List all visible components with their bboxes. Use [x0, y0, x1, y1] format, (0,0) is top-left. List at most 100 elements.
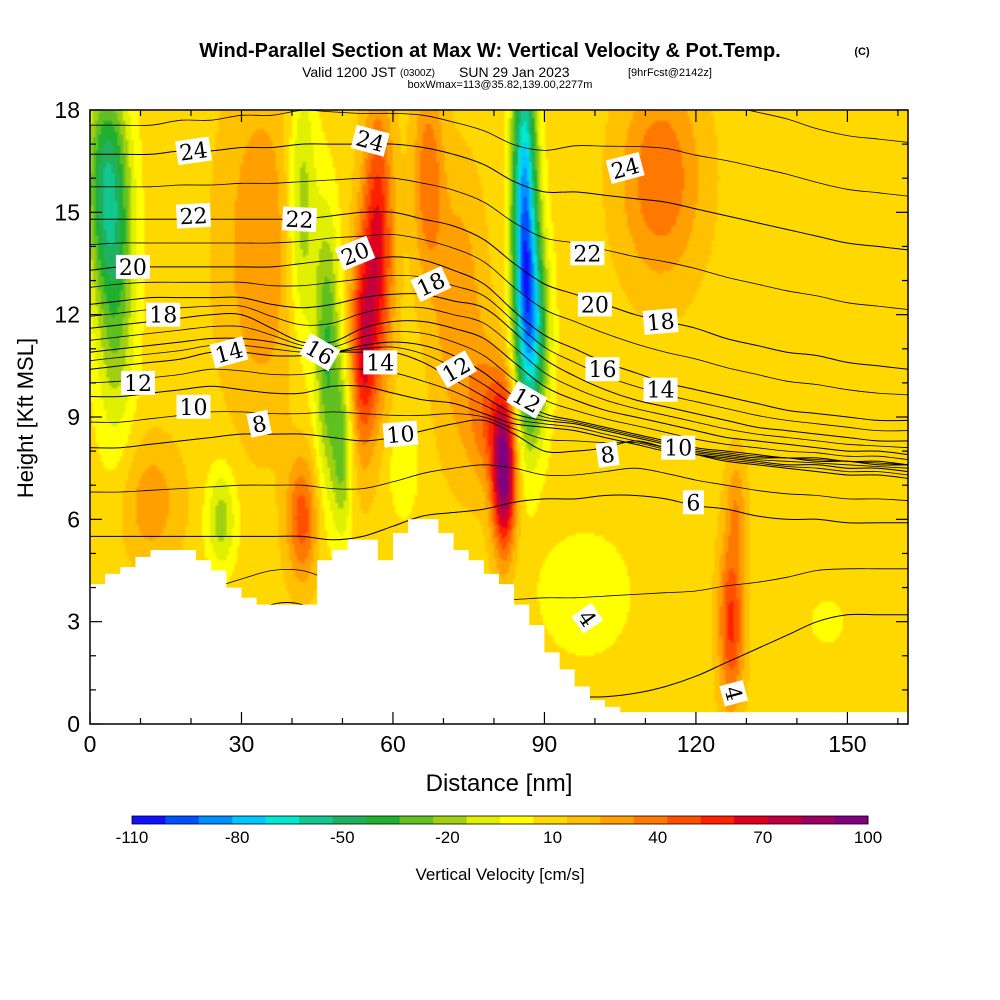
subtitle-valid: Valid 1200 JST	[302, 64, 396, 80]
colorbar-swatch	[801, 816, 836, 824]
theta-label-text: 18	[646, 309, 676, 336]
x-tick-label: 120	[677, 731, 715, 757]
theta-label: 14	[209, 336, 249, 369]
colorbar-swatch	[566, 816, 601, 824]
theta-label-text: 10	[386, 422, 416, 449]
subtitle-date: SUN 29 Jan 2023	[459, 64, 570, 80]
theta-label: 10	[382, 420, 419, 449]
theta-label-box	[334, 235, 376, 271]
theta-contour-line	[90, 464, 908, 501]
theta-label-box	[506, 381, 548, 419]
theta-contour-line	[527, 110, 908, 143]
theta-label: 16	[298, 333, 341, 372]
theta-label-text: 6	[686, 491, 700, 516]
colorbar: -110 -80 -50 -20 10 40 70 100	[116, 815, 882, 847]
theta-label: 6	[682, 490, 704, 516]
theta-label: 8	[595, 441, 620, 470]
theta-label-box	[577, 292, 612, 317]
y-tick-label: 3	[67, 609, 80, 635]
colorbar-swatch	[399, 816, 434, 824]
theta-label: 14	[363, 350, 398, 376]
theta-label-box	[298, 333, 341, 372]
theta-label-text: 18	[149, 304, 177, 329]
theta-contour-line	[90, 110, 908, 197]
theta-label-box	[719, 680, 749, 707]
theta-contour-line	[90, 143, 908, 251]
chart-subtitle: Valid 1200 JST (0300Z) SUN 29 Jan 2023 […	[302, 64, 712, 80]
theta-label: 20	[115, 254, 150, 281]
theta-label-box	[121, 370, 155, 395]
theta-label: 8	[246, 409, 272, 439]
colorbar-swatch	[433, 816, 468, 824]
theta-contour-line	[90, 368, 908, 469]
theta-contour-line	[90, 313, 908, 455]
theta-contour-line	[90, 0, 908, 38]
theta-label-text: 24	[178, 138, 209, 167]
theta-label-text: 8	[599, 443, 616, 470]
chart-title-mark: (C)	[854, 46, 870, 58]
theta-contour-line	[90, 304, 908, 449]
theta-label-box	[570, 241, 605, 266]
colorbar-label: Vertical Velocity [cm/s]	[415, 865, 584, 884]
colorbar-swatch	[165, 816, 200, 824]
theta-label-box	[246, 409, 272, 438]
theta-label-text: 20	[119, 256, 147, 281]
theta-contour-line	[90, 256, 908, 422]
colorbar-swatch	[500, 816, 534, 824]
theta-contour-line	[90, 274, 908, 432]
theta-label-text: 22	[179, 204, 208, 230]
colorbar-tick-label: 100	[854, 828, 882, 847]
colorbar-swatch	[700, 816, 735, 824]
theta-label: 22	[281, 206, 318, 234]
colorbar-swatch	[332, 816, 367, 824]
colorbar-swatch	[600, 816, 635, 824]
theta-label: 18	[146, 302, 181, 329]
colorbar-tick-label: 70	[753, 828, 772, 847]
colorbar-swatch	[299, 816, 334, 824]
theta-label-box	[176, 394, 211, 419]
colorbar-swatch	[633, 816, 668, 824]
colorbar-swatch	[132, 816, 166, 824]
theta-label: 22	[570, 241, 605, 267]
chart-subtitle-box: boxWmax=113@35.82,139.00,2277m	[408, 79, 593, 91]
theta-label-text: 22	[573, 242, 601, 267]
colorbar-swatch	[366, 816, 401, 824]
theta-label-box	[682, 490, 704, 515]
theta-contour-line	[90, 419, 908, 479]
theta-contour-line	[90, 325, 908, 460]
x-tick-label: 0	[84, 731, 97, 757]
theta-label-box	[363, 350, 398, 375]
x-tick-label: 150	[828, 731, 866, 757]
theta-label: 12	[121, 370, 155, 397]
theta-contour-line	[90, 337, 908, 466]
theta-label: 20	[577, 292, 612, 318]
y-tick-label: 6	[67, 506, 80, 532]
theta-label-box	[175, 202, 212, 229]
theta-label: 22	[175, 202, 212, 230]
theta-label-box	[571, 602, 604, 634]
theta-label: 16	[585, 357, 620, 383]
colorbar-swatch	[734, 816, 769, 824]
theta-label-box	[281, 206, 318, 233]
theta-label-text: 10	[664, 437, 692, 462]
theta-label-box	[642, 308, 679, 335]
theta-label-text: 10	[180, 396, 208, 421]
theta-label-box	[382, 420, 419, 448]
theta-label-text: 8	[250, 412, 269, 439]
colorbar-swatch	[767, 816, 802, 824]
theta-contour-line	[90, 233, 908, 396]
theta-label: 24	[174, 136, 213, 167]
theta-label-box	[595, 441, 620, 468]
theta-label-box	[585, 357, 620, 382]
theta-label-text: 12	[124, 372, 152, 397]
theta-label-box	[643, 377, 678, 402]
theta-contour-line	[90, 177, 908, 310]
theta-label-text: 4	[718, 684, 746, 704]
colorbar-swatch	[466, 816, 501, 824]
x-tick-label: 30	[229, 731, 255, 757]
theta-label-box	[661, 435, 696, 460]
x-axis: 0 30 60 90 120 150	[84, 110, 899, 757]
colorbar-tick-label: -50	[330, 828, 355, 847]
theta-label-text: 20	[581, 293, 609, 318]
